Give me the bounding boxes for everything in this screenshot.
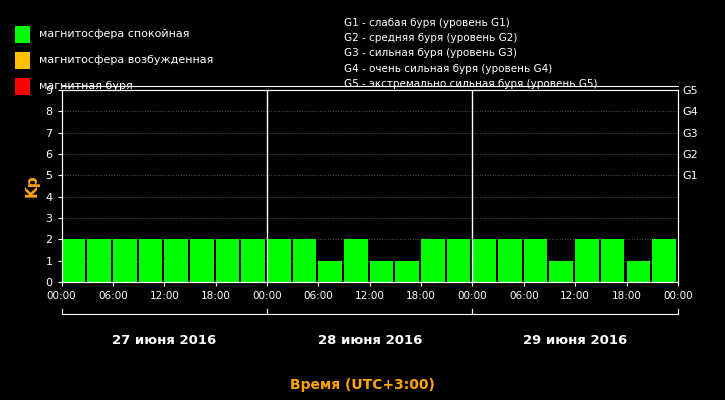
Bar [215, 239, 239, 282]
Bar [113, 239, 136, 282]
Bar [498, 239, 522, 282]
Text: 29 июня 2016: 29 июня 2016 [523, 334, 627, 346]
Bar [473, 239, 496, 282]
Text: G1 - слабая буря (уровень G1): G1 - слабая буря (уровень G1) [344, 18, 510, 28]
Bar [421, 239, 444, 282]
Text: G3 - сильная буря (уровень G3): G3 - сильная буря (уровень G3) [344, 48, 518, 58]
Bar [344, 239, 368, 282]
Bar [395, 261, 419, 282]
Bar [626, 261, 650, 282]
Bar [190, 239, 214, 282]
Bar [62, 239, 85, 282]
Bar [575, 239, 599, 282]
Bar [370, 261, 393, 282]
Bar [523, 239, 547, 282]
Text: магнитосфера возбужденная: магнитосфера возбужденная [39, 56, 214, 66]
Text: магнитосфера спокойная: магнитосфера спокойная [39, 29, 190, 39]
Bar [447, 239, 471, 282]
Text: G4 - очень сильная буря (уровень G4): G4 - очень сильная буря (уровень G4) [344, 64, 552, 74]
Bar [87, 239, 111, 282]
Bar [550, 261, 573, 282]
Text: 28 июня 2016: 28 июня 2016 [318, 334, 422, 346]
Y-axis label: Kp: Kp [25, 175, 40, 197]
Text: 27 июня 2016: 27 июня 2016 [112, 334, 217, 346]
Text: G5 - экстремально сильная буря (уровень G5): G5 - экстремально сильная буря (уровень … [344, 79, 598, 89]
Text: магнитная буря: магнитная буря [39, 81, 133, 91]
Bar [293, 239, 316, 282]
Bar [318, 261, 342, 282]
Bar [138, 239, 162, 282]
Bar [241, 239, 265, 282]
Text: Время (UTC+3:00): Время (UTC+3:00) [290, 378, 435, 392]
Text: G2 - средняя буря (уровень G2): G2 - средняя буря (уровень G2) [344, 33, 518, 43]
Bar [165, 239, 188, 282]
Bar [267, 239, 291, 282]
Bar [601, 239, 624, 282]
Bar [652, 239, 676, 282]
